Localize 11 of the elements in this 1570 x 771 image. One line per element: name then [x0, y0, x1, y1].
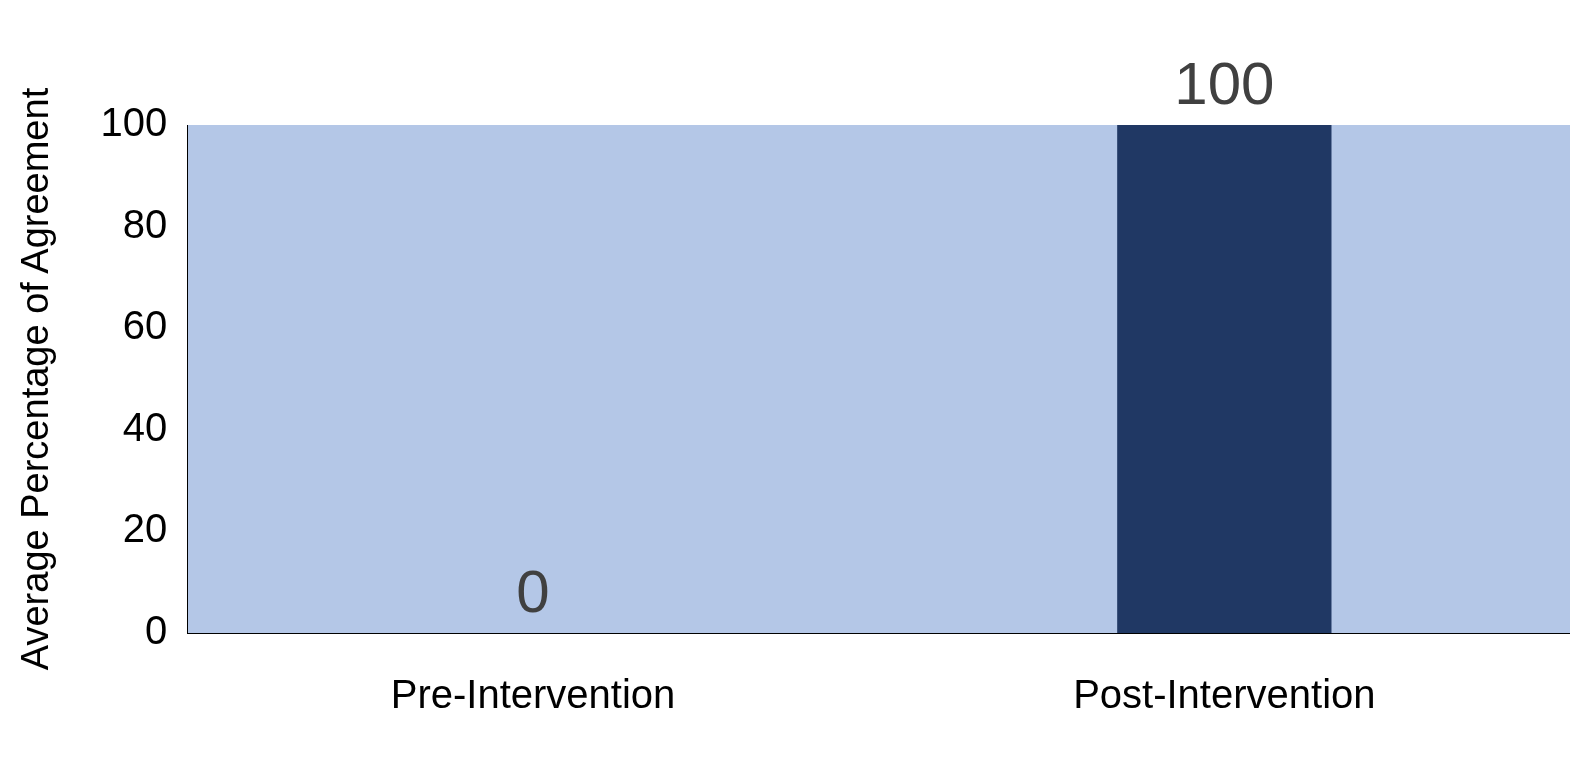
y-tick-label: 0 [145, 608, 168, 653]
y-tick-label: 100 [100, 100, 168, 145]
x-tick-label: Post-Intervention [1073, 672, 1376, 717]
data-label: 0 [516, 557, 550, 625]
x-tick-label: Pre-Intervention [390, 672, 676, 717]
y-tick-label: 40 [122, 404, 168, 449]
y-tick-label: 60 [122, 303, 168, 348]
data-label: 100 [1174, 49, 1275, 117]
y-tick-label: 80 [122, 201, 168, 246]
y-tick-label: 20 [122, 506, 168, 551]
y-axis-title: Average Percentage of Agreement [14, 87, 57, 671]
